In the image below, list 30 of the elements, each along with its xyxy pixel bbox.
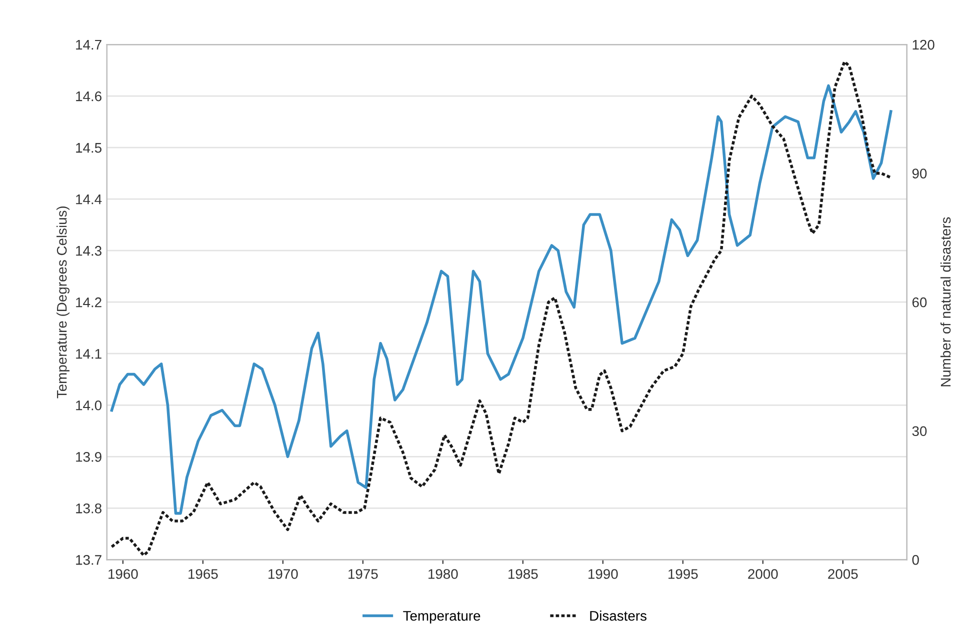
- y-tick-label: 14.0: [76, 400, 102, 410]
- y2-axis-title: Number of natural disasters: [940, 217, 951, 386]
- y2-tick-label: 120: [912, 40, 934, 50]
- legend-label: Disasters: [590, 610, 646, 621]
- y-tick-label: 14.7: [76, 40, 102, 50]
- x-tick-label: 1960: [108, 569, 138, 579]
- y-tick-label: 14.5: [76, 143, 102, 153]
- x-tick-label: 1970: [268, 569, 298, 579]
- y2-tick-label: 60: [912, 297, 927, 308]
- y-tick-label: 13.8: [76, 504, 102, 514]
- y-tick-label: 14.6: [76, 91, 102, 102]
- x-tick-label: 1985: [508, 569, 538, 579]
- x-tick-label: 1990: [588, 569, 618, 579]
- y2-tick-label: 0: [912, 555, 919, 565]
- x-tick-label: 1995: [668, 569, 698, 579]
- x-tick-label: 1965: [188, 569, 218, 579]
- y-tick-label: 13.7: [76, 555, 102, 565]
- x-tick-label: 2005: [828, 569, 858, 579]
- y-tick-label: 14.2: [76, 297, 102, 308]
- y2-tick-label: 30: [912, 426, 927, 436]
- y-tick-label: 14.3: [76, 246, 102, 256]
- legend-label: Temperature: [403, 611, 480, 624]
- x-tick-label: 1975: [348, 569, 378, 579]
- y-tick-label: 14.4: [76, 194, 102, 204]
- y-tick-label: 13.9: [76, 452, 102, 462]
- y-axis-title: Temperature (Degrees Celsius): [56, 206, 70, 398]
- y-tick-label: 14.1: [76, 349, 102, 359]
- x-tick-label: 2000: [748, 569, 778, 579]
- x-tick-label: 1980: [428, 569, 458, 579]
- y2-tick-label: 90: [912, 168, 927, 178]
